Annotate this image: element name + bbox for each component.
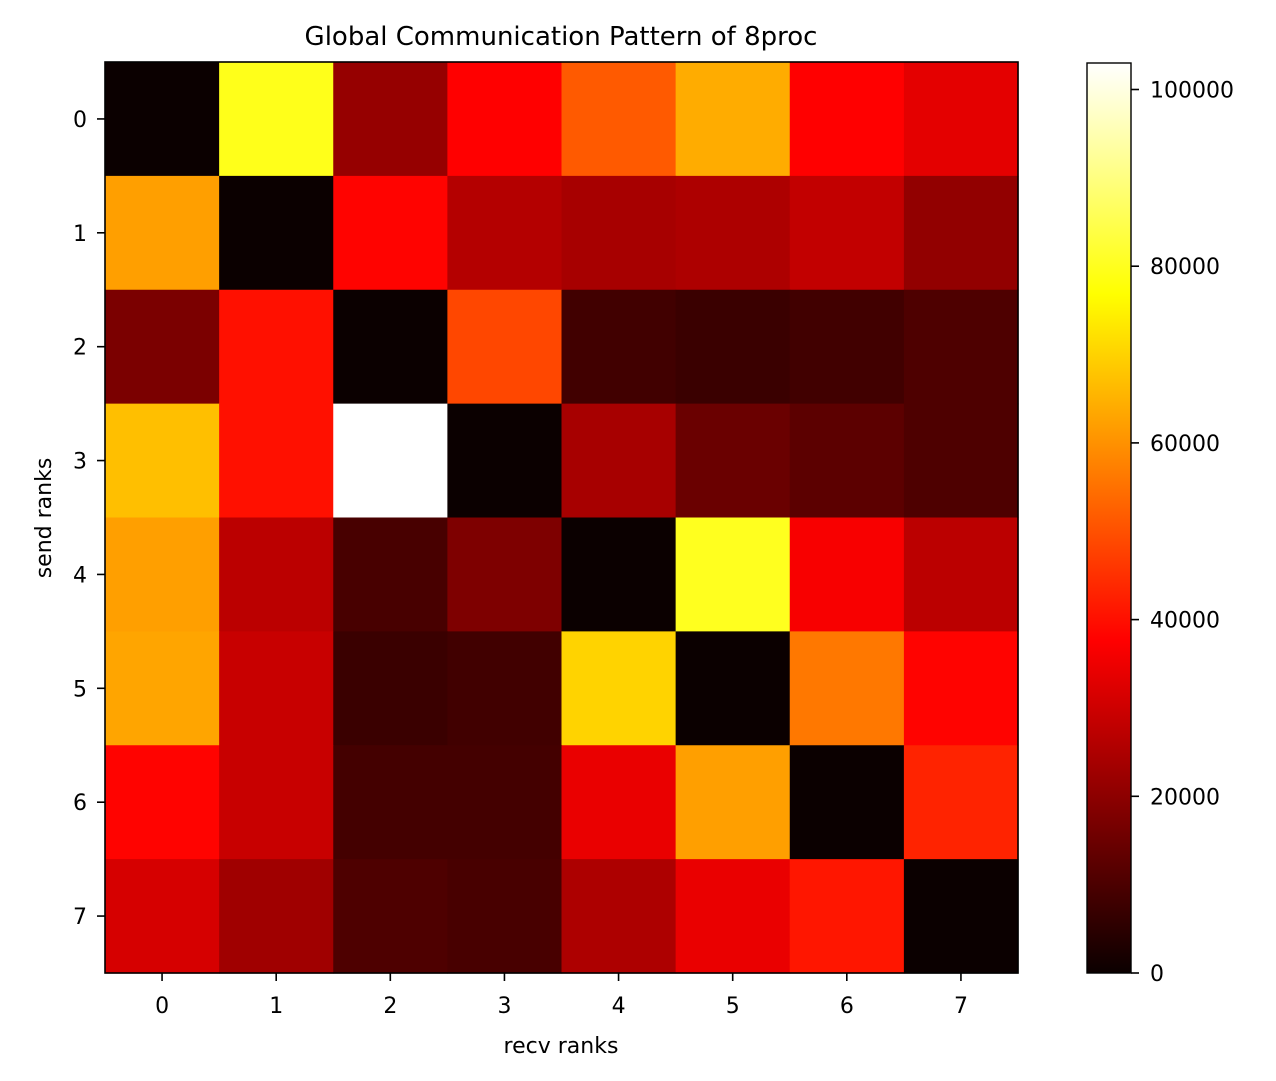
y-axis-label: send ranks	[32, 458, 57, 579]
heatmap-cell-6-4	[561, 745, 677, 860]
heatmap-cell-7-0	[105, 859, 220, 974]
heatmap-cell-7-5	[675, 859, 791, 974]
heatmap-cell-4-5	[675, 517, 791, 632]
x-tick-label: 4	[612, 994, 626, 1019]
heatmap-cell-0-4	[561, 62, 677, 177]
heatmap-cell-0-2	[333, 62, 448, 177]
y-axis-ticks: 0 1 2 3 4 5 6 7	[73, 108, 105, 930]
heatmap-cell-3-4	[561, 403, 677, 519]
heatmap-cell-6-2	[333, 745, 448, 860]
heatmap-cell-2-5	[675, 289, 791, 405]
y-tick-label: 7	[73, 905, 87, 930]
x-tick-label: 3	[497, 994, 511, 1019]
heatmap-cell-0-0	[105, 62, 220, 177]
heatmap-cell-1-5	[675, 175, 791, 291]
y-tick-label: 3	[73, 450, 87, 475]
heatmap-cell-5-3	[447, 631, 563, 746]
x-tick-label: 2	[383, 994, 397, 1019]
heatmap-cell-4-7	[903, 517, 1019, 632]
heatmap-cell-1-0	[105, 175, 220, 291]
heatmap-cell-7-7	[903, 859, 1019, 974]
x-tick-label: 1	[269, 994, 283, 1019]
x-tick-label: 0	[155, 994, 169, 1019]
chart-title: Global Communication Pattern of 8proc	[305, 22, 818, 52]
heatmap-cell-4-1	[219, 517, 334, 632]
heatmap-cell-1-7	[903, 175, 1019, 291]
x-tick-label: 6	[840, 994, 854, 1019]
heatmap-cell-5-5	[675, 631, 791, 746]
heatmap-cell-3-2	[333, 403, 448, 519]
y-tick-label: 1	[73, 222, 87, 247]
heatmap-cell-0-6	[789, 62, 905, 177]
heatmap-cell-6-1	[219, 745, 334, 860]
heatmap-cell-3-3	[447, 403, 563, 519]
heatmap-cell-2-1	[219, 289, 334, 405]
heatmap-cell-0-5	[675, 62, 791, 177]
heatmap-cell-0-1	[219, 62, 334, 177]
heatmap-cell-2-3	[447, 289, 563, 405]
heatmap-cell-2-0	[105, 289, 220, 405]
heatmap-cell-2-4	[561, 289, 677, 405]
heatmap-cells	[105, 62, 1019, 974]
heatmap-cell-1-1	[219, 175, 334, 291]
heatmap-cell-4-0	[105, 517, 220, 632]
heatmap-cell-0-7	[903, 62, 1019, 177]
heatmap-cell-6-0	[105, 745, 220, 860]
heatmap-cell-2-2	[333, 289, 448, 405]
colorbar-tick-label: 20000	[1150, 785, 1220, 810]
heatmap-cell-4-4	[561, 517, 677, 632]
heatmap-cell-7-3	[447, 859, 563, 974]
heatmap-cell-7-1	[219, 859, 334, 974]
heatmap-cell-0-3	[447, 62, 563, 177]
y-tick-label: 4	[73, 563, 87, 588]
heatmap-cell-6-5	[675, 745, 791, 860]
x-tick-label: 5	[726, 994, 740, 1019]
heatmap-cell-1-6	[789, 175, 905, 291]
heatmap-cell-6-6	[789, 745, 905, 860]
plot-frame	[104, 61, 1019, 974]
colorbar-tick-label: 40000	[1150, 609, 1220, 634]
heatmap-cell-7-4	[561, 859, 677, 974]
x-axis-label: recv ranks	[504, 1034, 619, 1059]
heatmap-cell-3-0	[105, 403, 220, 519]
heatmap-cell-1-3	[447, 175, 563, 291]
colorbar-tick-label: 60000	[1150, 432, 1220, 457]
heatmap-cell-6-3	[447, 745, 563, 860]
heatmap-cell-3-6	[789, 403, 905, 519]
heatmap-cell-2-6	[789, 289, 905, 405]
heatmap-cell-4-3	[447, 517, 563, 632]
colorbar-tick-label: 100000	[1150, 79, 1234, 104]
colorbar-ticks: 0 20000 40000 60000 80000 100000	[1131, 79, 1234, 987]
heatmap-cell-7-2	[333, 859, 448, 974]
heatmap-cell-6-7	[903, 745, 1019, 860]
heatmap-cell-5-4	[561, 631, 677, 746]
colorbar-tick-label: 80000	[1150, 255, 1220, 280]
y-tick-label: 2	[73, 336, 87, 361]
x-axis-ticks: 0 1 2 3 4 5 6 7	[155, 973, 968, 1019]
x-tick-label: 7	[954, 994, 968, 1019]
heatmap-cell-4-6	[789, 517, 905, 632]
heatmap-cell-5-1	[219, 631, 334, 746]
y-tick-label: 0	[73, 108, 87, 133]
colorbar	[1086, 62, 1132, 974]
heatmap-cell-5-6	[789, 631, 905, 746]
heatmap-cell-1-2	[333, 175, 448, 291]
heatmap-cell-7-6	[789, 859, 905, 974]
heatmap-cell-5-7	[903, 631, 1019, 746]
colorbar-tick-label: 0	[1150, 962, 1164, 987]
heatmap-cell-3-5	[675, 403, 791, 519]
y-tick-label: 6	[73, 791, 87, 816]
heatmap-cell-3-7	[903, 403, 1019, 519]
heatmap-cell-5-2	[333, 631, 448, 746]
heatmap-cell-5-0	[105, 631, 220, 746]
heatmap-cell-1-4	[561, 175, 677, 291]
heatmap-cell-4-2	[333, 517, 448, 632]
heatmap-cell-3-1	[219, 403, 334, 519]
heatmap-cell-2-7	[903, 289, 1019, 405]
y-tick-label: 5	[73, 677, 87, 702]
